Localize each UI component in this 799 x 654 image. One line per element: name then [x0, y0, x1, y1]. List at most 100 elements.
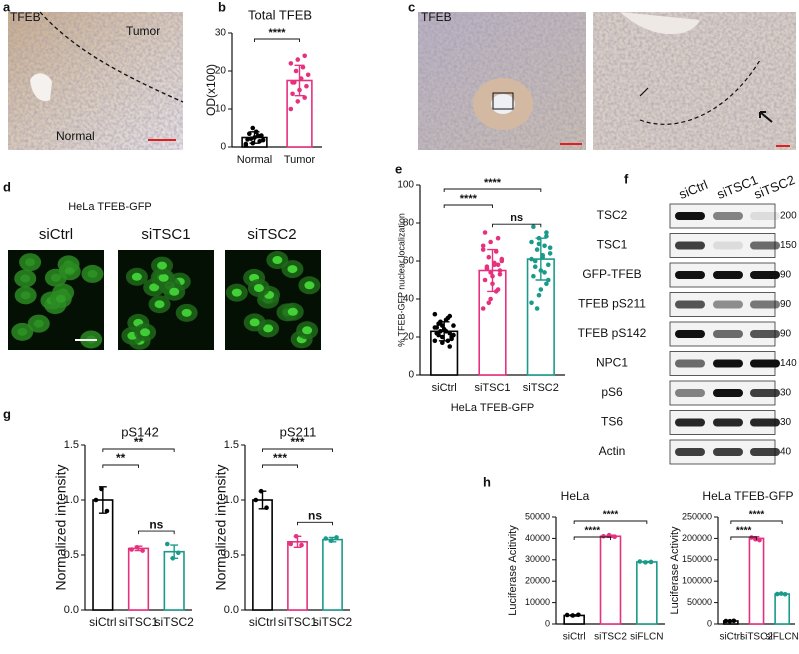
nucleus	[249, 318, 260, 327]
data-point	[531, 273, 536, 279]
band	[750, 271, 780, 279]
data-point	[104, 508, 110, 514]
data-point	[440, 334, 445, 340]
data-point	[643, 560, 648, 565]
data-point	[129, 547, 134, 552]
x-tick-label: siTSC2	[594, 632, 627, 643]
kda-label: 30	[780, 388, 792, 399]
nucleus	[140, 328, 151, 337]
data-point	[305, 72, 311, 78]
nucleus	[87, 269, 98, 278]
blot-label: TSC1	[597, 238, 628, 252]
nucleus	[25, 258, 36, 267]
band	[750, 212, 780, 220]
data-point	[480, 247, 486, 252]
y-tick-label: 1.5	[64, 439, 79, 451]
data-point	[482, 230, 488, 235]
data-point	[529, 300, 534, 306]
data-point	[757, 537, 762, 543]
x-tick-label: siTSC2	[740, 632, 773, 643]
nucleus	[302, 326, 313, 335]
data-point	[529, 239, 534, 245]
cell	[27, 314, 50, 333]
data-point	[547, 245, 553, 250]
y-axis-label: OD(x100)	[204, 64, 218, 116]
band	[713, 241, 743, 250]
data-point	[260, 137, 266, 143]
significance-bracket	[262, 448, 333, 452]
panel-label: f	[624, 171, 629, 186]
band	[675, 389, 705, 397]
bar	[774, 593, 791, 625]
data-point	[540, 253, 545, 258]
data-point	[536, 235, 542, 241]
significance-label: ****	[460, 193, 478, 205]
panel-label: e	[395, 161, 402, 176]
significance-label: ns	[308, 508, 322, 522]
cell	[14, 286, 37, 305]
nucleus	[20, 274, 31, 283]
nucleus	[304, 281, 315, 290]
x-tick-label: siFLCN	[765, 632, 798, 643]
x-axis-label: HeLa TFEB-GFP	[451, 402, 535, 414]
y-axis-label: Luciferase Acitivity	[507, 525, 519, 616]
data-point	[778, 591, 784, 596]
data-point	[300, 64, 306, 70]
nucleus	[50, 273, 61, 282]
band	[713, 300, 743, 309]
data-point	[606, 532, 612, 538]
condition-label: siTSC2	[247, 226, 296, 243]
band	[675, 212, 705, 220]
data-point	[253, 497, 259, 503]
bar	[322, 538, 343, 611]
data-point	[495, 262, 501, 268]
y-tick-label: 20	[215, 66, 227, 77]
chart-title: HeLa TFEB-GFP	[702, 489, 793, 503]
significance-bracket	[573, 536, 611, 540]
kda-label: 140	[780, 358, 797, 369]
y-tick-label: 30	[215, 28, 227, 39]
y-tick-label: 60	[403, 256, 415, 267]
data-point	[298, 76, 304, 81]
y-tick-label: 100	[397, 180, 414, 191]
data-point	[447, 344, 453, 349]
chart-title: pS142	[121, 424, 159, 439]
data-point	[490, 273, 495, 279]
data-point	[288, 61, 294, 66]
y-tick-label: 10000	[525, 597, 550, 607]
data-point	[290, 91, 295, 97]
data-point	[495, 235, 501, 241]
data-point	[432, 338, 438, 344]
data-point	[534, 306, 540, 311]
image-label: TFEB	[10, 10, 41, 24]
band	[713, 448, 743, 456]
data-point	[536, 292, 542, 298]
significance-bracket	[102, 464, 139, 468]
data-point	[252, 135, 257, 140]
data-point	[538, 287, 544, 292]
kda-label: 90	[780, 329, 792, 340]
y-tick-label: 1.0	[64, 494, 79, 506]
data-point	[480, 243, 486, 249]
data-point	[297, 87, 302, 93]
x-tick-label: siCtrl	[89, 615, 116, 629]
data-point	[576, 612, 581, 618]
data-point	[544, 230, 549, 235]
y-tick-label: 10	[215, 104, 227, 115]
significance-label: ****	[736, 526, 752, 537]
bar	[599, 535, 622, 625]
x-tick-label: siTSC2	[313, 615, 353, 629]
data-point	[248, 136, 254, 141]
bar	[252, 499, 273, 611]
error-bar	[98, 486, 107, 514]
nucleus	[131, 272, 142, 281]
data-point	[140, 548, 145, 553]
data-point	[259, 133, 264, 138]
nucleus	[169, 287, 180, 296]
y-tick-label: 0	[545, 618, 550, 628]
significance-label: ns	[510, 212, 523, 224]
blot-label: pS6	[601, 385, 623, 399]
data-point	[497, 268, 503, 273]
fluorescence-images	[8, 250, 321, 350]
bar	[163, 550, 185, 611]
